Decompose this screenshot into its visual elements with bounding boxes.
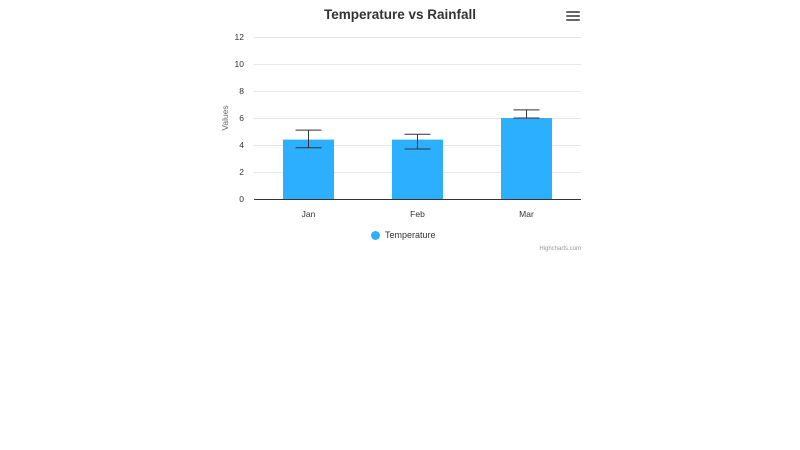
y-tick-label: 6 <box>239 113 244 123</box>
y-tick-label: 4 <box>239 140 244 150</box>
chart-container: Temperature vs Rainfall 0 2 4 6 8 10 12 Values J… <box>210 0 590 260</box>
y-tick-label: 8 <box>239 86 244 96</box>
legend-label: Temperature <box>385 230 436 240</box>
hamburger-menu-icon[interactable] <box>566 11 580 23</box>
legend-item-temperature[interactable]: Temperature <box>371 230 436 240</box>
bar-jan[interactable] <box>283 139 334 199</box>
y-tick-label: 10 <box>235 59 245 69</box>
y-tick-label: 12 <box>235 32 245 42</box>
x-tick-label: Feb <box>410 209 425 219</box>
legend-marker-icon <box>371 230 380 240</box>
y-tick-label: 2 <box>239 167 244 177</box>
chart-title: Temperature vs Rainfall <box>323 7 477 22</box>
bar-mar[interactable] <box>501 118 552 199</box>
y-tick-label: 0 <box>239 194 244 204</box>
credits-link[interactable]: Highcharts.com <box>539 246 581 252</box>
x-tick-label: Mar <box>519 209 534 219</box>
y-axis-title: Values <box>220 105 230 130</box>
x-tick-label: Jan <box>302 209 316 219</box>
plot-area: 0 2 4 6 8 10 12 Values Jan Feb Mar <box>220 32 581 219</box>
